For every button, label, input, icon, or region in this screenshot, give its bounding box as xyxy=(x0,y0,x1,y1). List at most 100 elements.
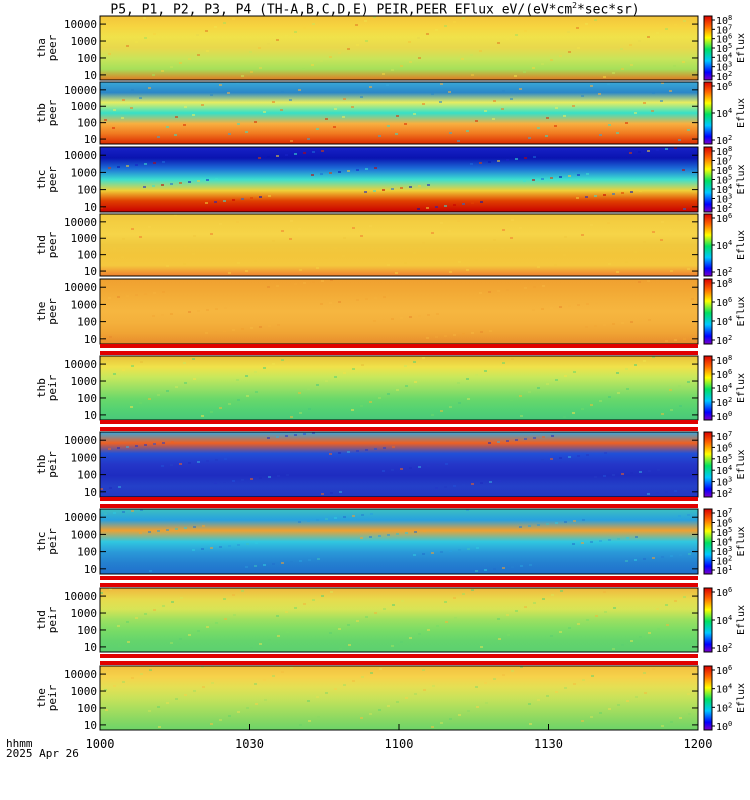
y-axis-label: peir xyxy=(46,528,59,555)
y-tick-label: 100 xyxy=(77,117,97,130)
colorbar-tick-label: 104 xyxy=(716,614,732,627)
y-tick-label: 1000 xyxy=(71,451,98,464)
panel-7: 10000100010010thbpeir107106105104103102E… xyxy=(35,420,747,500)
y-axis-label: the xyxy=(35,302,48,322)
panel-3: 10000100010010thcpeer1081071061051041031… xyxy=(35,145,747,215)
panel-1: 10000100010010thapeer1081071061051041031… xyxy=(35,14,747,83)
colorbar-label: Eflux xyxy=(736,449,747,479)
colorbar-tick-label: 106 xyxy=(716,80,732,93)
spectrogram-image xyxy=(100,214,698,276)
y-axis-label: peer xyxy=(46,166,59,193)
y-tick-label: 10000 xyxy=(64,590,97,603)
y-tick-label: 1000 xyxy=(71,528,98,541)
colorbar xyxy=(703,15,713,81)
y-axis-label: thd xyxy=(35,235,48,255)
panel-frame xyxy=(99,213,699,277)
colorbar-tick-label: 106 xyxy=(716,368,732,381)
colorbar-label: Eflux xyxy=(736,33,747,63)
y-tick-label: 10 xyxy=(84,486,97,499)
y-tick-label: 1000 xyxy=(71,35,98,48)
y-tick-label: 10000 xyxy=(64,84,97,97)
colorbar xyxy=(703,431,713,498)
colorbar xyxy=(703,146,713,213)
y-axis-label: peir xyxy=(46,374,59,401)
y-tick-label: 1000 xyxy=(71,100,98,113)
time-axis-label: hhmm xyxy=(6,737,33,750)
y-tick-label: 10 xyxy=(84,641,97,654)
y-tick-label: 100 xyxy=(77,624,97,637)
colorbar-tick-label: 102 xyxy=(716,642,732,655)
y-axis-label: peir xyxy=(46,684,59,711)
x-tick-label: 1130 xyxy=(534,737,563,751)
colorbar-tick-label: 108 xyxy=(716,354,732,367)
y-axis-label: thb xyxy=(35,103,48,123)
colorbar xyxy=(703,81,713,145)
y-tick-label: 10 xyxy=(84,719,97,732)
colorbar-tick-label: 104 xyxy=(716,107,732,120)
colorbar-tick-label: 106 xyxy=(716,586,732,599)
y-tick-label: 10 xyxy=(84,133,97,146)
x-tick-label: 1100 xyxy=(385,737,414,751)
panel-frame xyxy=(99,15,699,81)
y-tick-label: 10000 xyxy=(64,434,97,447)
y-tick-label: 10000 xyxy=(64,18,97,31)
y-axis-label: tha xyxy=(35,38,48,58)
y-tick-label: 1000 xyxy=(71,166,98,179)
y-tick-label: 10 xyxy=(84,409,97,422)
spectrogram-image xyxy=(100,356,698,420)
colorbar-tick-label: 106 xyxy=(716,296,732,309)
spectrogram-image xyxy=(100,16,698,80)
colorbar-tick-label: 102 xyxy=(716,334,732,347)
y-tick-label: 100 xyxy=(77,702,97,715)
y-axis-label: thc xyxy=(35,170,48,190)
colorbar xyxy=(703,278,713,345)
y-tick-label: 100 xyxy=(77,546,97,559)
y-tick-label: 10000 xyxy=(64,358,97,371)
y-axis-label: peer xyxy=(46,298,59,325)
y-tick-label: 100 xyxy=(77,392,97,405)
y-axis-label: peir xyxy=(46,451,59,478)
date-label: 2025 Apr 26 xyxy=(6,747,79,760)
y-axis-label: peer xyxy=(46,231,59,258)
x-tick-label: 1030 xyxy=(235,737,264,751)
panel-gap-band xyxy=(100,420,698,431)
colorbar xyxy=(703,665,713,731)
y-tick-label: 10000 xyxy=(64,511,97,524)
y-tick-label: 1000 xyxy=(71,298,98,311)
colorbar-tick-label: 104 xyxy=(716,683,732,696)
colorbar-label: Eflux xyxy=(736,230,747,260)
colorbar-tick-label: 104 xyxy=(716,382,732,395)
y-tick-label: 1000 xyxy=(71,232,98,245)
y-tick-label: 100 xyxy=(77,469,97,482)
colorbar xyxy=(703,587,713,653)
y-tick-label: 10 xyxy=(84,265,97,278)
colorbar-tick-label: 104 xyxy=(716,315,732,328)
panel-frame xyxy=(99,81,699,145)
y-tick-label: 10000 xyxy=(64,281,97,294)
y-axis-label: thc xyxy=(35,532,48,552)
y-tick-label: 1000 xyxy=(71,375,98,388)
y-tick-label: 10 xyxy=(84,69,97,82)
y-tick-label: 10 xyxy=(84,333,97,346)
colorbar-tick-label: 106 xyxy=(716,664,732,677)
colorbar-tick-label: 108 xyxy=(716,277,732,290)
spectrogram-image xyxy=(100,509,698,574)
colorbar-tick-label: 100 xyxy=(716,410,732,423)
colorbar-tick-label: 102 xyxy=(716,487,732,500)
colorbar xyxy=(703,213,713,277)
colorbar-label: Eflux xyxy=(736,373,747,403)
y-axis-label: thb xyxy=(35,455,48,475)
colorbar-tick-label: 100 xyxy=(716,720,732,733)
y-axis-label: thb xyxy=(35,378,48,398)
y-tick-label: 100 xyxy=(77,184,97,197)
y-axis-label: peer xyxy=(46,34,59,61)
panel-8: 10000100010010thcpeir1071061051041031021… xyxy=(35,497,747,577)
y-axis-label: peir xyxy=(46,606,59,633)
panel-gap-band xyxy=(100,576,698,587)
spectrogram-image xyxy=(100,432,698,497)
colorbar-tick-label: 106 xyxy=(716,212,732,225)
